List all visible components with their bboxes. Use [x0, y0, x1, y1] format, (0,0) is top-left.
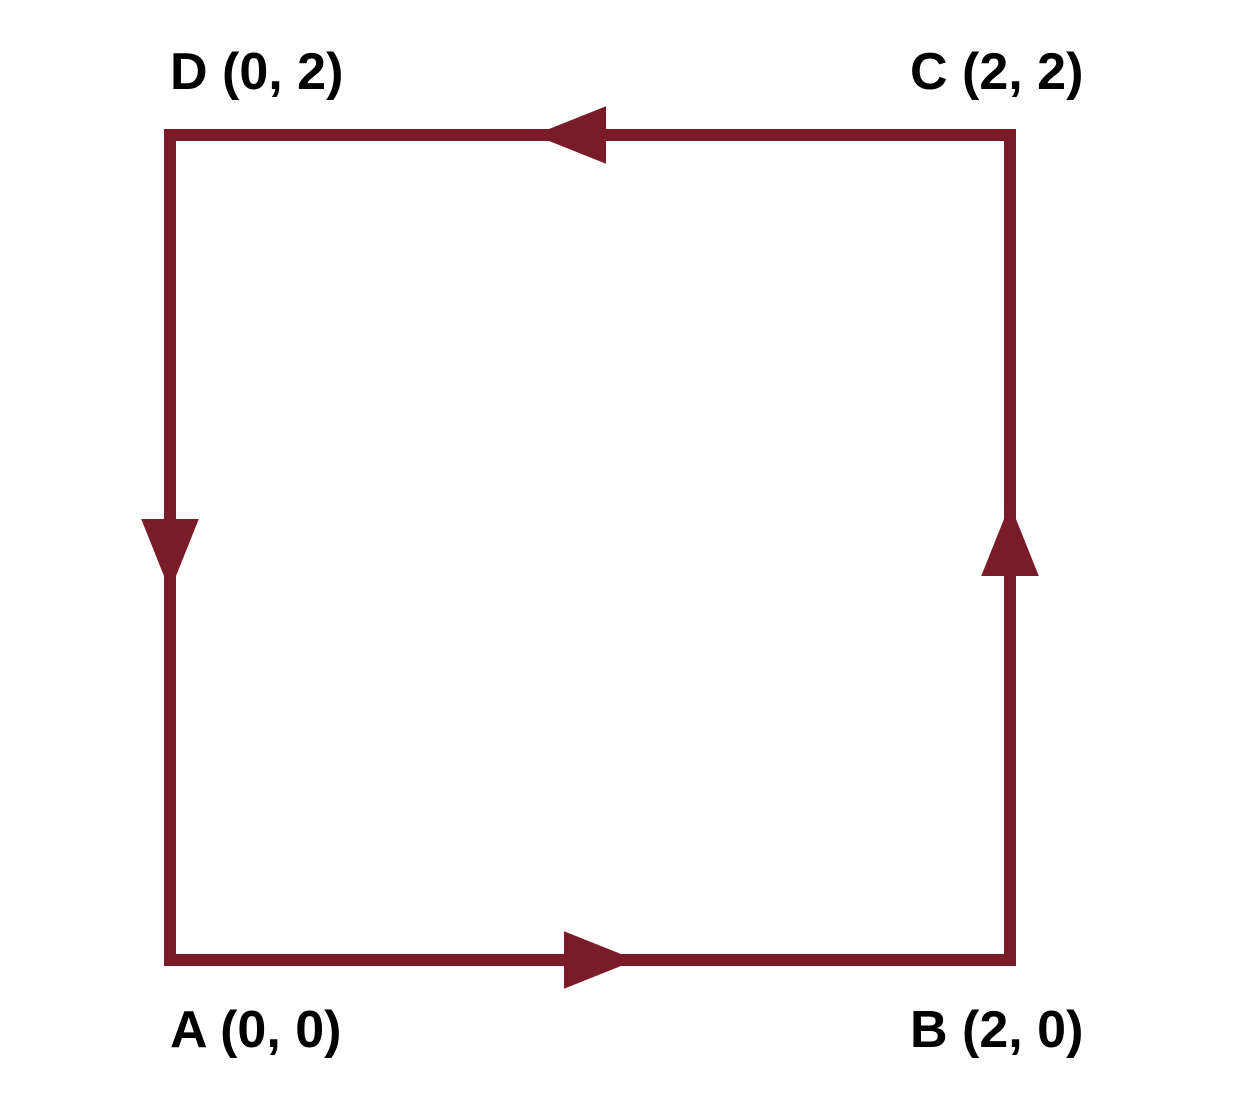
diagram-container: D (0, 2) C (2, 2) A (0, 0) B (2, 0) — [0, 0, 1250, 1093]
vertex-coord-B: (2, 0) — [962, 1001, 1083, 1059]
vertex-name-D: D — [170, 43, 208, 101]
vertex-coord-A: (0, 0) — [220, 1001, 341, 1059]
vertex-coord-C: (2, 2) — [962, 43, 1083, 101]
vertex-label-C: C (2, 2) — [910, 42, 1083, 102]
vertex-label-B: B (2, 0) — [910, 1000, 1083, 1060]
vertex-coord-D: (0, 2) — [222, 43, 343, 101]
vertex-name-B: B — [910, 1001, 948, 1059]
square-path-svg — [0, 0, 1250, 1093]
vertex-name-C: C — [910, 43, 948, 101]
vertex-label-A: A (0, 0) — [170, 1000, 341, 1060]
vertex-label-D: D (0, 2) — [170, 42, 343, 102]
vertex-name-A: A — [170, 1001, 206, 1059]
